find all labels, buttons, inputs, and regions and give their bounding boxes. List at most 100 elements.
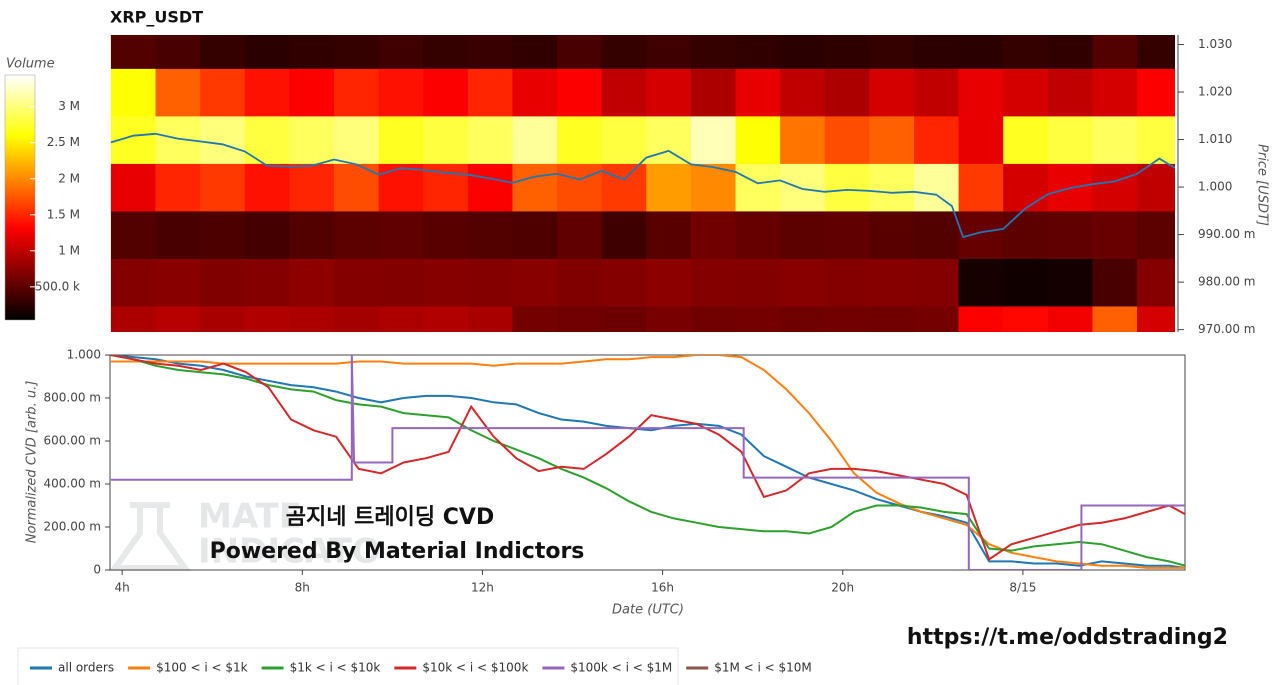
heat-cell <box>690 258 737 307</box>
cvd-line <box>110 355 1185 569</box>
heat-cell <box>1137 163 1175 212</box>
watermark-text: INDICATO <box>198 532 381 572</box>
heat-cell <box>601 115 647 164</box>
heat-cell <box>1047 305 1094 332</box>
heat-cell <box>512 210 558 259</box>
heat-cell <box>1092 163 1138 212</box>
heat-cell <box>110 305 157 332</box>
heat-cell <box>1137 305 1175 332</box>
heat-cell <box>1137 210 1175 259</box>
heat-cell <box>690 115 737 164</box>
heat-cell <box>735 68 781 117</box>
heat-cell <box>780 68 826 117</box>
heat-cell <box>423 68 469 117</box>
heat-cell <box>1003 35 1049 69</box>
heat-cell <box>289 163 335 212</box>
heat-cell <box>1003 210 1049 259</box>
heat-cell <box>1047 115 1094 164</box>
heat-cell <box>601 258 647 307</box>
heat-cell <box>244 163 290 212</box>
heat-cell <box>423 210 469 259</box>
y-tick-label: 1.000 <box>67 348 101 362</box>
heat-cell <box>824 305 870 332</box>
heat-cell <box>824 163 870 212</box>
heat-cell <box>244 210 290 259</box>
plot-frame <box>109 354 1186 571</box>
heat-cell <box>958 258 1004 307</box>
heat-cell <box>467 305 514 332</box>
heat-cell <box>958 115 1004 164</box>
heat-cell <box>601 35 647 69</box>
colorbar <box>4 74 36 321</box>
x-tick-label: 12h <box>471 581 494 595</box>
heat-cell <box>200 210 246 259</box>
heat-cell <box>244 305 290 332</box>
heat-cell <box>913 163 960 212</box>
legend-label: $1M < i < $10M <box>714 661 812 675</box>
heat-cell <box>333 305 380 332</box>
heat-cell <box>378 68 424 117</box>
heat-cell <box>200 35 246 69</box>
heat-cell <box>1092 210 1138 259</box>
heat-cell <box>646 258 692 307</box>
y-tick-label: 0 <box>93 563 101 577</box>
heat-cell <box>289 68 335 117</box>
heat-cell <box>155 305 201 332</box>
heat-cell <box>289 305 335 332</box>
heat-cell <box>1047 210 1094 259</box>
heat-cell <box>155 163 201 212</box>
heat-cell <box>1092 35 1138 69</box>
y-tick-label: 1.000 <box>1198 180 1232 194</box>
heat-cell <box>1047 258 1094 307</box>
heat-cell <box>913 305 960 332</box>
heat-cell <box>780 163 826 212</box>
heatmap <box>110 35 1175 332</box>
heat-cell <box>1003 305 1049 332</box>
heat-cell <box>1092 305 1138 332</box>
heat-cell <box>110 163 157 212</box>
heat-cell <box>512 163 558 212</box>
heat-cell <box>557 68 603 117</box>
heat-cell <box>423 305 469 332</box>
y-tick-label: 1.020 <box>1198 85 1232 99</box>
heat-cell <box>780 35 826 69</box>
heat-cell <box>155 210 201 259</box>
heat-cell <box>557 35 603 69</box>
heat-cell <box>557 115 603 164</box>
watermark-text: MATE <box>198 497 302 537</box>
cvd-line <box>110 355 1185 561</box>
heat-cell <box>958 35 1004 69</box>
heat-cell <box>467 258 514 307</box>
heat-cell <box>244 68 290 117</box>
x-tick-label: 4h <box>115 581 130 595</box>
heat-cell <box>378 210 424 259</box>
x-tick-label: 8/15 <box>1009 581 1036 595</box>
y-tick-label: 1.010 <box>1198 132 1232 146</box>
legend-label: $100k < i < $1M <box>570 661 672 675</box>
heat-cell <box>467 68 514 117</box>
heat-cell <box>824 35 870 69</box>
heat-cell <box>601 163 647 212</box>
heat-cell <box>869 68 915 117</box>
heat-cell <box>869 258 915 307</box>
heat-cell <box>512 68 558 117</box>
heat-cell <box>601 68 647 117</box>
heat-cell <box>1092 258 1138 307</box>
legend-box <box>17 647 679 685</box>
heat-cell <box>1137 258 1175 307</box>
heat-cell <box>735 258 781 307</box>
heat-cell <box>1137 35 1175 69</box>
overlay-subheading: Powered By Material Indictors <box>210 539 585 564</box>
heat-cell <box>690 68 737 117</box>
heat-cell <box>646 115 692 164</box>
heat-cell <box>824 68 870 117</box>
heat-cell <box>913 115 960 164</box>
watermark-logo <box>109 502 191 571</box>
heat-cell <box>333 68 380 117</box>
heat-cell <box>557 258 603 307</box>
heat-cell <box>244 258 290 307</box>
y-tick-label: 980.00 m <box>1198 275 1256 289</box>
heat-cell <box>557 163 603 212</box>
overlay-heading: 곰지네 트레이딩 CVD <box>286 505 494 530</box>
